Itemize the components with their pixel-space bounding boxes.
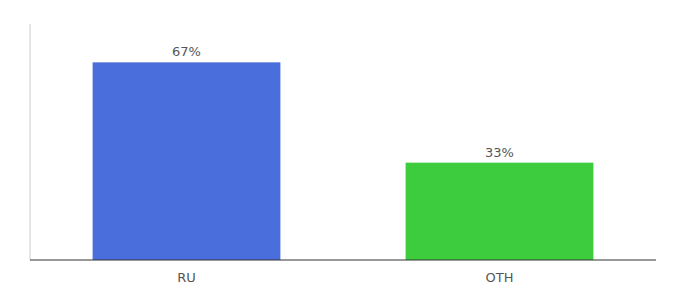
chart-container: 67% 33% RU OTH: [0, 0, 680, 300]
bar: [93, 62, 281, 260]
bars: [93, 62, 594, 260]
chart: 67% 33% RU OTH: [0, 0, 680, 300]
data-label: 33%: [485, 145, 514, 160]
y-axis-line: [30, 24, 31, 260]
data-label: 67%: [172, 44, 201, 59]
data-labels: 67% 33%: [172, 44, 514, 159]
x-tick-label: RU: [177, 270, 196, 285]
x-tick-label: OTH: [486, 270, 514, 285]
bar: [406, 163, 594, 260]
x-axis-line: [30, 260, 656, 261]
